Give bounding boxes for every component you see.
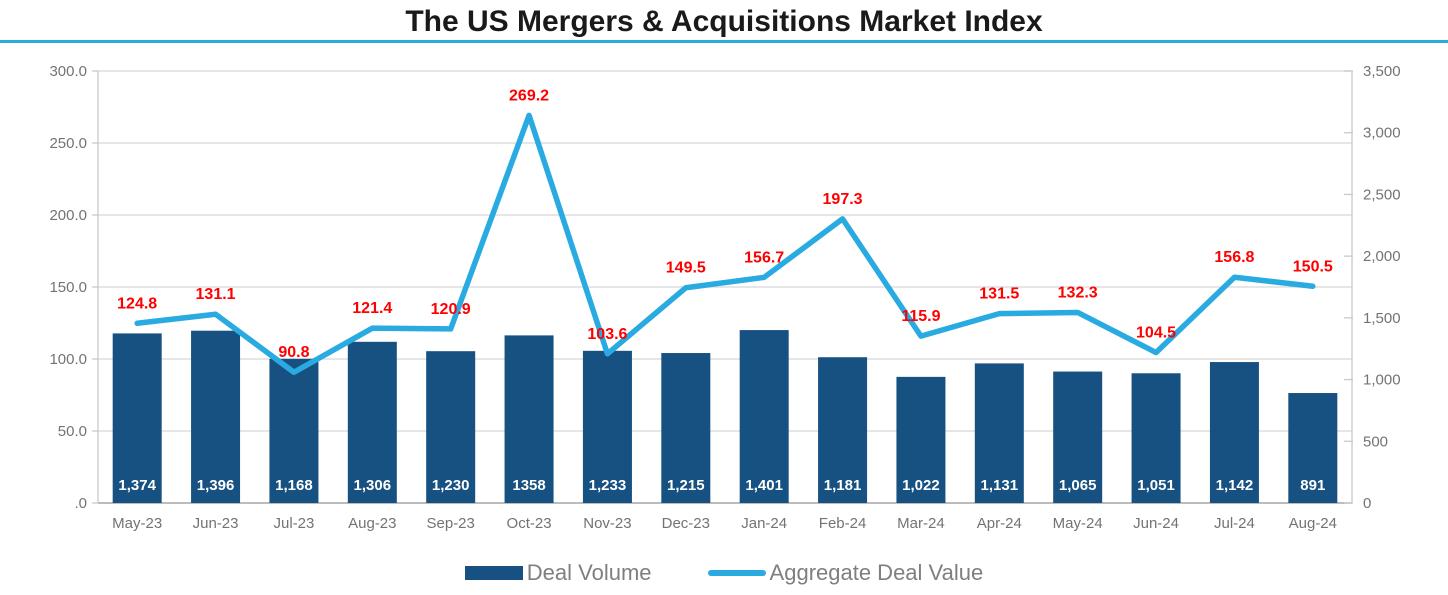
x-axis-label: Jun-23 [193,515,239,532]
title-underline-rule [0,40,1448,43]
x-axis-label: Jul-23 [274,515,315,532]
x-axis-label: Oct-23 [507,515,552,532]
bar-value-label: 1,022 [902,477,940,494]
line-series-aggregate-deal-value [134,112,1316,375]
line-value-label: 156.8 [1214,249,1254,266]
bar-Jan-24 [739,330,789,503]
legend: Deal Volume Aggregate Deal Value [0,558,1448,588]
x-axis-label: Nov-23 [583,515,631,532]
x-axis-label: Apr-24 [977,515,1022,532]
bar-value-label: 891 [1300,477,1325,494]
legend-label-deal-volume: Deal Volume [526,560,652,585]
line-value-label: 115.9 [901,308,940,325]
left-axis-label: 100.0 [49,351,87,368]
line-value-label: 156.7 [744,249,784,266]
right-axis-label: 0 [1363,495,1371,512]
bar-Oct-23 [504,335,554,503]
bar-value-label: 1,181 [824,477,862,494]
bar-Sep-23 [426,351,476,503]
bar-value-label: 1,051 [1137,477,1175,494]
line-value-label: 150.5 [1293,258,1333,275]
right-axis-label: 2,000 [1363,248,1401,265]
bar-value-label: 1,065 [1059,477,1097,494]
line-value-label: 269.2 [509,87,549,104]
left-axis-label: 250.0 [49,135,87,152]
bar-value-label: 1358 [512,477,545,494]
left-axis-label: 50.0 [58,423,87,440]
left-axis-label: 200.0 [49,207,87,224]
bar-Dec-23 [661,353,711,503]
bar-Apr-24 [974,363,1024,503]
line-value-label: 132.3 [1058,284,1098,301]
bar-value-label: 1,230 [432,477,470,494]
left-axis-label: 150.0 [49,279,87,296]
bar-value-label: 1,401 [745,477,783,494]
bar-value-label: 1,142 [1216,477,1254,494]
x-axis-label: May-24 [1053,515,1103,532]
x-axis-label: Aug-23 [348,515,396,532]
line-value-label: 90.8 [278,344,309,361]
bar-Jun-23 [191,330,241,503]
bar-Mar-24 [896,376,946,503]
right-axis-label: 1,500 [1363,310,1401,327]
deal-volume-bar-swatch [464,566,523,580]
left-axis-label: 300.0 [49,63,87,80]
bar-value-label: 1,233 [589,477,627,494]
legend-item-deal-volume: Deal Volume [464,560,652,586]
x-axis-label: Dec-23 [662,515,710,532]
line-value-label: 131.5 [979,286,1019,303]
line-value-label: 131.1 [196,286,236,303]
x-axis-label: Mar-24 [897,515,945,532]
bar-May-23 [112,333,162,503]
left-axis-label: .0 [74,495,87,512]
bar-Jul-24 [1209,362,1259,503]
aggregate-deal-value-line-swatch [707,570,766,576]
bar-value-label: 1,306 [354,477,392,494]
bar-value-label: 1,215 [667,477,705,494]
x-axis-label: Sep-23 [427,515,475,532]
line-value-label: 124.8 [117,295,157,312]
right-axis-label: 1,000 [1363,372,1401,389]
bar-Jul-23 [269,358,319,503]
right-axis-label: 2,500 [1363,186,1401,203]
line-value-label: 149.5 [666,260,706,277]
line-value-label: 120.9 [431,301,471,318]
x-axis-label: Jul-24 [1214,515,1255,532]
line-value-label: 104.5 [1136,325,1176,342]
bar-value-label: 1,131 [981,477,1019,494]
bar-Feb-24 [818,357,868,503]
bar-Nov-23 [582,350,632,503]
bar-Jun-24 [1131,373,1181,503]
legend-label-aggregate-deal-value: Aggregate Deal Value [769,560,984,585]
x-axis-label: Aug-24 [1289,515,1337,532]
bar-Aug-24 [1288,393,1338,503]
x-axis-label: May-23 [112,515,162,532]
line-value-label: 197.3 [823,191,863,208]
combo-chart: 300.0 250.0 200.0 150.0 100.0 50.0 .0 3,500 3,00… [49,63,1401,532]
right-axis-label: 3,500 [1363,63,1401,80]
bar-Aug-23 [347,341,397,503]
line-value-label: 103.6 [587,326,627,343]
bar-value-label: 1,168 [275,477,313,494]
chart-title: The US Mergers & Acquisitions Market Ind… [405,5,1043,38]
line-value-label: 121.4 [352,300,392,317]
right-axis-label: 3,000 [1363,125,1401,142]
bar-value-label: 1,374 [118,477,156,494]
bar-May-24 [1053,371,1103,503]
bar-value-label: 1,396 [197,477,235,494]
right-axis-label: 500 [1363,433,1388,450]
x-axis-label: Feb-24 [819,515,867,532]
legend-item-aggregate-deal-value: Aggregate Deal Value [707,560,984,586]
x-axis-label: Jan-24 [741,515,787,532]
x-axis-label: Jun-24 [1133,515,1179,532]
